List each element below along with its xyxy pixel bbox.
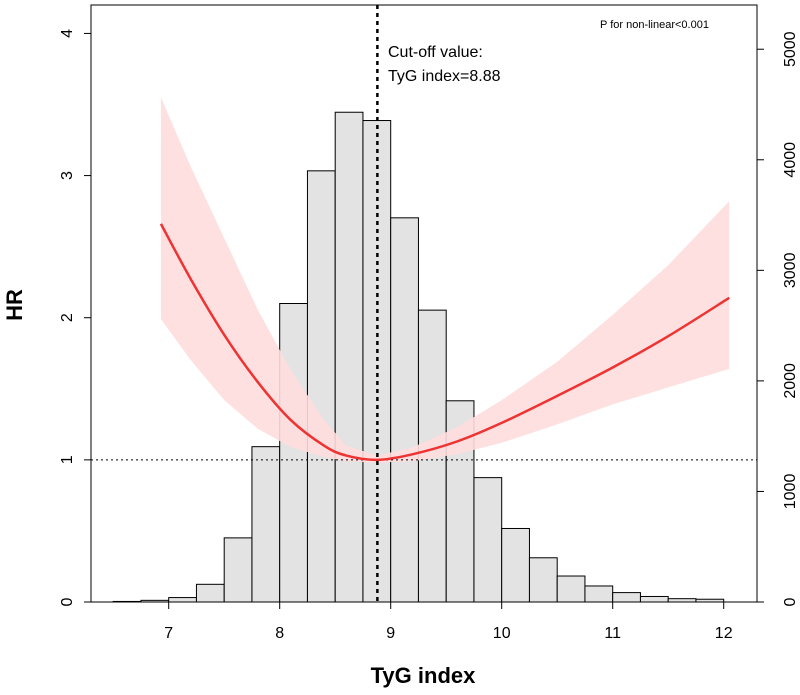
x-tick-label: 11 xyxy=(604,625,621,642)
cutoff-label-line1: Cut-off value: xyxy=(388,44,483,61)
histogram-bar xyxy=(279,303,308,603)
histogram-bar xyxy=(223,537,253,603)
histogram-bar xyxy=(473,477,503,603)
x-axis-title: TyG index xyxy=(371,663,476,688)
x-tick-label: 9 xyxy=(386,625,395,642)
hr-curve xyxy=(159,223,730,462)
y-right-tick-label: 5000 xyxy=(782,31,799,67)
y-right-tick-label: 3000 xyxy=(782,252,799,288)
y-axis-title: HR xyxy=(2,289,27,321)
y-left-tick-label: 3 xyxy=(59,171,76,180)
x-tick-label: 10 xyxy=(493,625,511,642)
histogram-bar xyxy=(195,583,225,603)
histogram-bar xyxy=(390,217,419,603)
y-right-tick-label: 4000 xyxy=(782,142,799,178)
y-left-tick-label: 2 xyxy=(59,313,76,322)
histogram-bar xyxy=(334,111,364,603)
histogram-bar xyxy=(639,595,669,603)
p-value-label: P for non-linear<0.001 xyxy=(600,19,709,31)
histogram-bar xyxy=(168,597,197,603)
y-left-tick-label: 1 xyxy=(59,455,76,464)
y-right-tick-label: 1000 xyxy=(782,474,799,510)
y-right-axis: 0 1000 2000 3000 4000 5000 xyxy=(757,31,799,606)
x-axis: 7 8 9 10 11 12 xyxy=(164,601,733,642)
cutoff-label-line2: TyG index=8.88 xyxy=(388,68,501,85)
y-left-tick-label: 0 xyxy=(59,597,76,606)
y-left-axis: 0 1 2 3 4 xyxy=(59,29,91,606)
x-tick-label: 8 xyxy=(275,625,284,642)
histogram-bar xyxy=(306,170,336,603)
x-tick-label: 7 xyxy=(164,625,173,642)
histogram-bar xyxy=(251,446,281,603)
hr-confidence-band xyxy=(160,97,730,463)
histogram-bar xyxy=(528,557,558,603)
histogram-bar xyxy=(612,592,641,603)
x-tick-label: 12 xyxy=(715,625,733,642)
y-right-tick-label: 0 xyxy=(782,597,799,606)
y-right-tick-label: 2000 xyxy=(782,363,799,399)
y-left-tick-label: 4 xyxy=(59,29,76,38)
histogram-bar xyxy=(556,575,586,603)
histogram-bar xyxy=(584,585,614,603)
histogram-bar xyxy=(501,527,530,603)
